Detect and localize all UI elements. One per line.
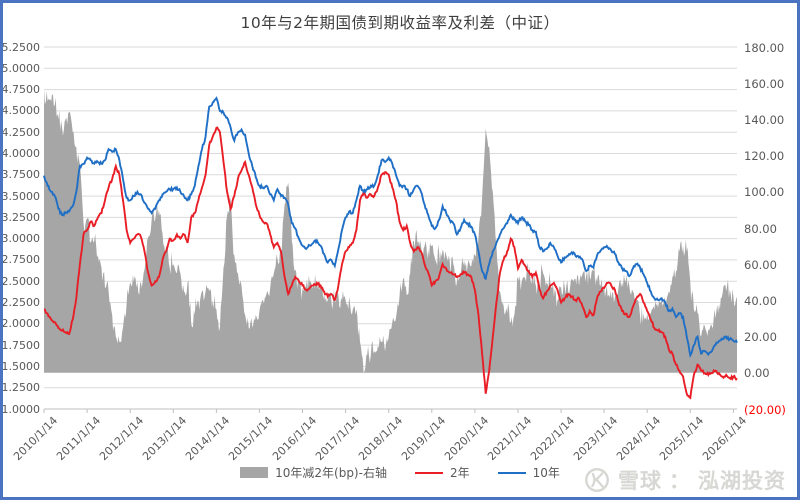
legend: 10年减2年(bp)-右轴 2年 10年 [0,464,800,481]
y-axis-label-left: 3.7500 [1,168,41,182]
y-axis-label-right: 140.00 [744,112,785,127]
line-swatch-10y [497,471,526,474]
y-axis-label-left: 1.2500 [1,381,41,395]
chart-title: 10年与2年期国债到期收益率及利差（中证） [240,14,560,32]
y-axis-label-right: 120.00 [744,149,785,164]
y-axis-label-left: 3.0000 [1,232,41,246]
line-10y [43,96,738,359]
legend-item-spread: 10年减2年(bp)-右轴 [240,464,387,481]
y-axis-label-right: 180.00 [744,40,785,55]
y-axis-label-left: 5.2500 [1,40,41,54]
y-axis-label-left: 1.5000 [1,359,41,373]
y-axis-label-left: 4.5000 [1,104,41,118]
watermark-account: 泓湖投资 [698,469,786,493]
y-axis-label-left: 2.2500 [1,296,41,310]
y-axis-label-right: 160.00 [744,76,785,91]
spread-area [44,88,737,373]
y-axis-label-left: 5.0000 [1,61,41,75]
legend-item-10y: 10年 [497,464,560,481]
y-axis-label-left: 4.2500 [1,125,41,139]
y-axis-label-left: 1.0000 [1,402,41,416]
y-axis-label-right: 100.00 [744,185,785,200]
watermark-colon: ： [669,469,691,493]
y-axis-label-right: (20.00) [744,402,786,417]
line-2y [43,126,738,400]
watermark-brand: 雪球 [618,469,662,493]
legend-label-spread: 10年减2年(bp)-右轴 [275,466,387,480]
y-axis-label-left: 3.5000 [1,189,41,203]
line-swatch-2y [414,471,443,474]
y-axis-label-right: 40.00 [744,293,777,308]
spread-area-swatch [240,467,269,478]
watermark: 雪球 ： 泓湖投资 [583,465,786,495]
y-axis-label-left: 2.7500 [1,253,41,267]
y-axis-label-left: 2.5000 [1,274,41,288]
legend-label-10y: 10年 [532,466,560,480]
y-axis-label-left: 4.0000 [1,146,41,160]
y-axis-label-left: 4.7500 [1,83,41,97]
legend-item-2y: 2年 [414,464,470,481]
y-axis-label-left: 1.7500 [1,338,41,352]
y-axis-label-right: 0.00 [744,366,770,381]
y-axis-label-left: 2.0000 [1,317,41,331]
y-axis-label-right: 60.00 [744,257,777,272]
y-axis-label-right: 20.00 [744,330,777,345]
y-axis-label-right: 80.00 [744,221,777,236]
y-axis-label-left: 3.2500 [1,210,41,224]
legend-label-2y: 2年 [449,466,470,480]
xueqiu-logo-icon [585,468,609,492]
